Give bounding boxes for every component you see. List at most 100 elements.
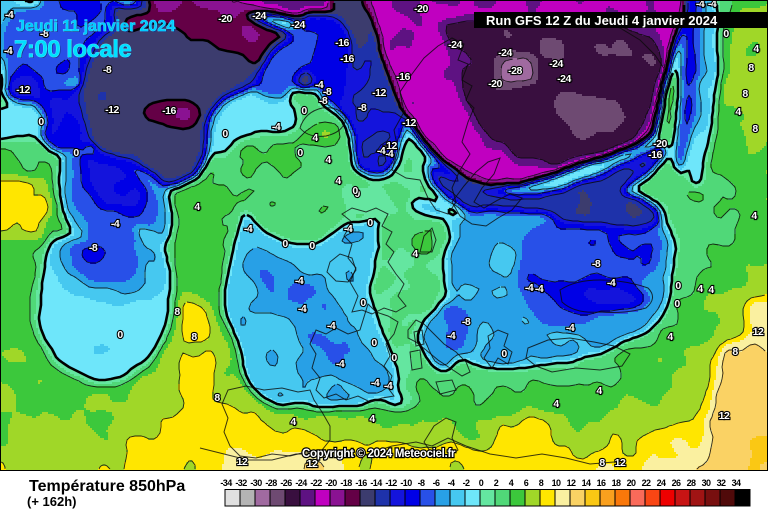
svg-text:-20: -20 (488, 78, 502, 90)
svg-text:-16: -16 (355, 478, 367, 488)
svg-text:-18: -18 (340, 478, 352, 488)
svg-text:-16: -16 (648, 149, 662, 161)
svg-text:8: 8 (748, 62, 754, 74)
svg-text:-22: -22 (310, 478, 322, 488)
svg-text:0: 0 (501, 348, 507, 360)
svg-text:-6: -6 (433, 478, 440, 488)
svg-text:-34: -34 (220, 478, 232, 488)
svg-text:-14: -14 (370, 478, 382, 488)
svg-text:-24: -24 (557, 73, 571, 85)
svg-text:0: 0 (371, 337, 377, 349)
svg-text:-4: -4 (315, 79, 324, 91)
svg-text:-28: -28 (265, 478, 277, 488)
svg-text:-24: -24 (549, 58, 563, 70)
svg-text:Copyright © 2024 Meteociel.fr: Copyright © 2024 Meteociel.fr (302, 448, 456, 460)
svg-text:-4: -4 (4, 45, 13, 57)
svg-text:4: 4 (596, 385, 602, 397)
svg-text:-4: -4 (525, 282, 534, 294)
svg-text:4: 4 (369, 413, 375, 425)
svg-text:0: 0 (479, 478, 484, 488)
svg-text:2: 2 (494, 478, 499, 488)
svg-text:-24: -24 (448, 39, 462, 51)
svg-text:-4: -4 (295, 275, 304, 287)
svg-text:-4: -4 (272, 121, 281, 133)
svg-text:4: 4 (335, 175, 341, 187)
svg-text:-4: -4 (696, 0, 705, 10)
svg-text:0: 0 (73, 147, 79, 159)
svg-text:-26: -26 (280, 478, 292, 488)
svg-text:8: 8 (191, 331, 197, 343)
svg-text:-4: -4 (607, 277, 616, 289)
svg-text:-4: -4 (448, 478, 455, 488)
svg-text:4: 4 (412, 248, 418, 260)
svg-text:0: 0 (391, 352, 397, 364)
svg-text:-8: -8 (462, 316, 471, 328)
svg-text:0: 0 (117, 329, 123, 341)
svg-text:0: 0 (297, 147, 303, 159)
svg-text:-8: -8 (89, 242, 98, 254)
svg-text:-8: -8 (358, 102, 367, 114)
svg-text:-16: -16 (162, 105, 176, 117)
svg-text:16: 16 (597, 478, 606, 488)
svg-text:6: 6 (524, 478, 529, 488)
svg-text:0: 0 (222, 128, 228, 140)
svg-text:-24: -24 (498, 47, 512, 59)
svg-text:-10: -10 (400, 478, 412, 488)
svg-text:-12: -12 (16, 84, 30, 96)
svg-text:-16: -16 (335, 37, 349, 49)
svg-text:20: 20 (627, 478, 636, 488)
svg-text:4: 4 (553, 398, 559, 410)
svg-text:-4: -4 (385, 148, 394, 160)
svg-text:-20: -20 (414, 3, 428, 15)
svg-text:8: 8 (539, 478, 544, 488)
svg-text:-20: -20 (325, 478, 337, 488)
svg-text:-8: -8 (418, 478, 425, 488)
svg-text:-24: -24 (295, 478, 307, 488)
svg-text:4: 4 (509, 478, 514, 488)
svg-text:12: 12 (567, 478, 576, 488)
svg-text:4: 4 (667, 331, 673, 343)
svg-text:0: 0 (282, 238, 288, 250)
svg-text:-12: -12 (105, 104, 119, 116)
svg-text:-12: -12 (372, 87, 386, 99)
svg-text:0: 0 (367, 217, 373, 229)
svg-text:4: 4 (697, 283, 703, 295)
svg-text:-4: -4 (377, 145, 386, 157)
svg-text:7:00 locale: 7:00 locale (15, 37, 132, 64)
svg-text:-28: -28 (508, 65, 522, 77)
svg-text:-4: -4 (244, 223, 253, 235)
svg-text:8: 8 (214, 392, 220, 404)
svg-text:Température 850hPa: Température 850hPa (29, 478, 185, 495)
svg-text:-12: -12 (385, 478, 397, 488)
svg-text:18: 18 (612, 478, 621, 488)
svg-text:4: 4 (312, 132, 318, 144)
svg-text:Run GFS 12 Z du Jeudi 4 janvie: Run GFS 12 Z du Jeudi 4 janvier 2024 (486, 13, 718, 28)
svg-text:-4: -4 (344, 223, 353, 235)
svg-text:0: 0 (723, 28, 729, 40)
svg-text:-4: -4 (327, 320, 336, 332)
svg-text:4: 4 (751, 210, 757, 222)
svg-text:-4: -4 (384, 380, 393, 392)
svg-text:-12: -12 (383, 140, 397, 152)
svg-text:-20: -20 (653, 138, 667, 150)
svg-text:8: 8 (599, 457, 605, 469)
svg-text:0: 0 (360, 297, 366, 309)
svg-text:-8: -8 (103, 64, 112, 76)
svg-text:28: 28 (687, 478, 696, 488)
svg-text:-2: -2 (463, 478, 470, 488)
svg-text:10: 10 (552, 478, 561, 488)
svg-text:-4: -4 (111, 218, 120, 230)
svg-text:0: 0 (354, 188, 360, 200)
svg-text:-4: -4 (336, 358, 345, 370)
svg-text:-32: -32 (235, 478, 247, 488)
svg-text:0: 0 (309, 240, 315, 252)
svg-text:26: 26 (672, 478, 681, 488)
svg-text:4: 4 (290, 416, 296, 428)
svg-text:8: 8 (732, 346, 738, 358)
svg-text:Jeudi 11 janvier 2024: Jeudi 11 janvier 2024 (16, 18, 175, 35)
svg-text:32: 32 (717, 478, 726, 488)
svg-text:8: 8 (742, 88, 748, 100)
svg-text:34: 34 (732, 478, 741, 488)
svg-text:4: 4 (708, 284, 714, 296)
svg-text:0: 0 (38, 116, 44, 128)
